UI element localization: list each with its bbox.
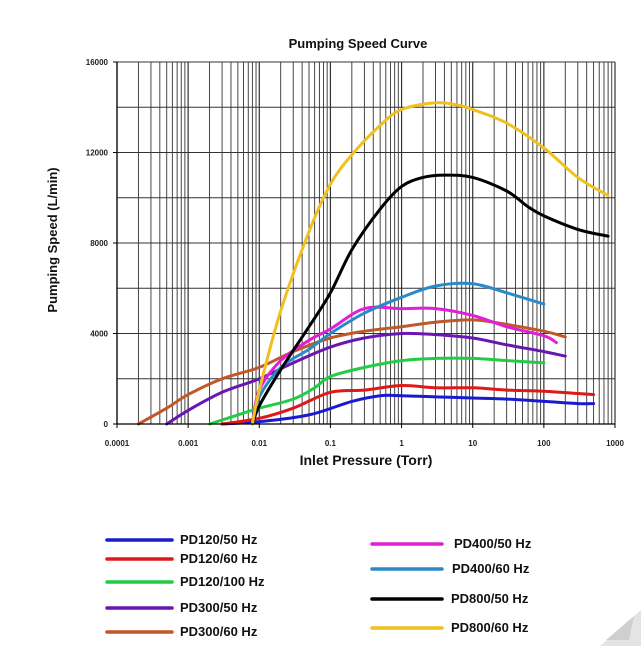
legend-label-pd300-50-hz: PD300/50 Hz bbox=[180, 600, 258, 615]
y-axis-label: Pumping Speed (L/min) bbox=[45, 167, 60, 312]
x-tick-label: 0.0001 bbox=[105, 439, 130, 448]
x-axis-label: Inlet Pressure (Torr) bbox=[300, 452, 433, 468]
series-line-pd400-60-hz bbox=[250, 281, 546, 426]
series-line-pd400-50-hz bbox=[250, 305, 558, 426]
x-tick-label: 0.1 bbox=[325, 439, 337, 448]
grid bbox=[116, 61, 616, 425]
x-tick-label: 10 bbox=[468, 439, 477, 448]
y-tick-label: 0 bbox=[104, 420, 109, 429]
x-tick-label: 1 bbox=[399, 439, 404, 448]
legend-label-pd400-60-hz: PD400/60 Hz bbox=[452, 561, 530, 576]
series-line-pd300-50-hz bbox=[165, 331, 567, 426]
series-line-pd300-60-hz bbox=[136, 318, 567, 426]
y-tick-label: 8000 bbox=[90, 239, 108, 248]
series-line-pd800-50-hz bbox=[250, 173, 610, 426]
y-tick-label: 4000 bbox=[90, 330, 108, 339]
page-curl-decoration bbox=[600, 610, 641, 646]
x-tick-label: 1000 bbox=[606, 439, 624, 448]
x-tick-label: 0.01 bbox=[251, 439, 267, 448]
x-tick-label: 100 bbox=[537, 439, 551, 448]
legend-label-pd800-60-hz: PD800/60 Hz bbox=[451, 620, 529, 635]
legend-label-pd120-60-hz: PD120/60 Hz bbox=[180, 551, 258, 566]
x-tick-label: 0.001 bbox=[178, 439, 199, 448]
series-line-pd800-60-hz bbox=[250, 101, 610, 426]
series-lines bbox=[136, 101, 610, 426]
legend-label-pd800-50-hz: PD800/50 Hz bbox=[451, 591, 529, 606]
legend-label-pd120-50-hz: PD120/50 Hz bbox=[180, 532, 258, 547]
y-tick-label: 12000 bbox=[86, 149, 109, 158]
legend-label-pd120-100-hz: PD120/100 Hz bbox=[180, 574, 265, 589]
series-line-pd120-60-hz bbox=[220, 383, 596, 426]
legend: PD120/50 Hz PD120/60 Hz PD120/100 Hz PD300/… bbox=[105, 532, 532, 639]
y-tick-label: 16000 bbox=[86, 58, 109, 67]
series-line-pd120-50-hz bbox=[220, 393, 596, 426]
axes: 0.0001 0.001 0.01 0.1 1 10 100 1000 0 4000 8000 120… bbox=[86, 58, 625, 448]
legend-label-pd300-60-hz: PD300/60 Hz bbox=[180, 624, 258, 639]
legend-label-pd400-50-hz: PD400/50 Hz bbox=[454, 536, 532, 551]
chart-title: Pumping Speed Curve bbox=[289, 36, 428, 51]
